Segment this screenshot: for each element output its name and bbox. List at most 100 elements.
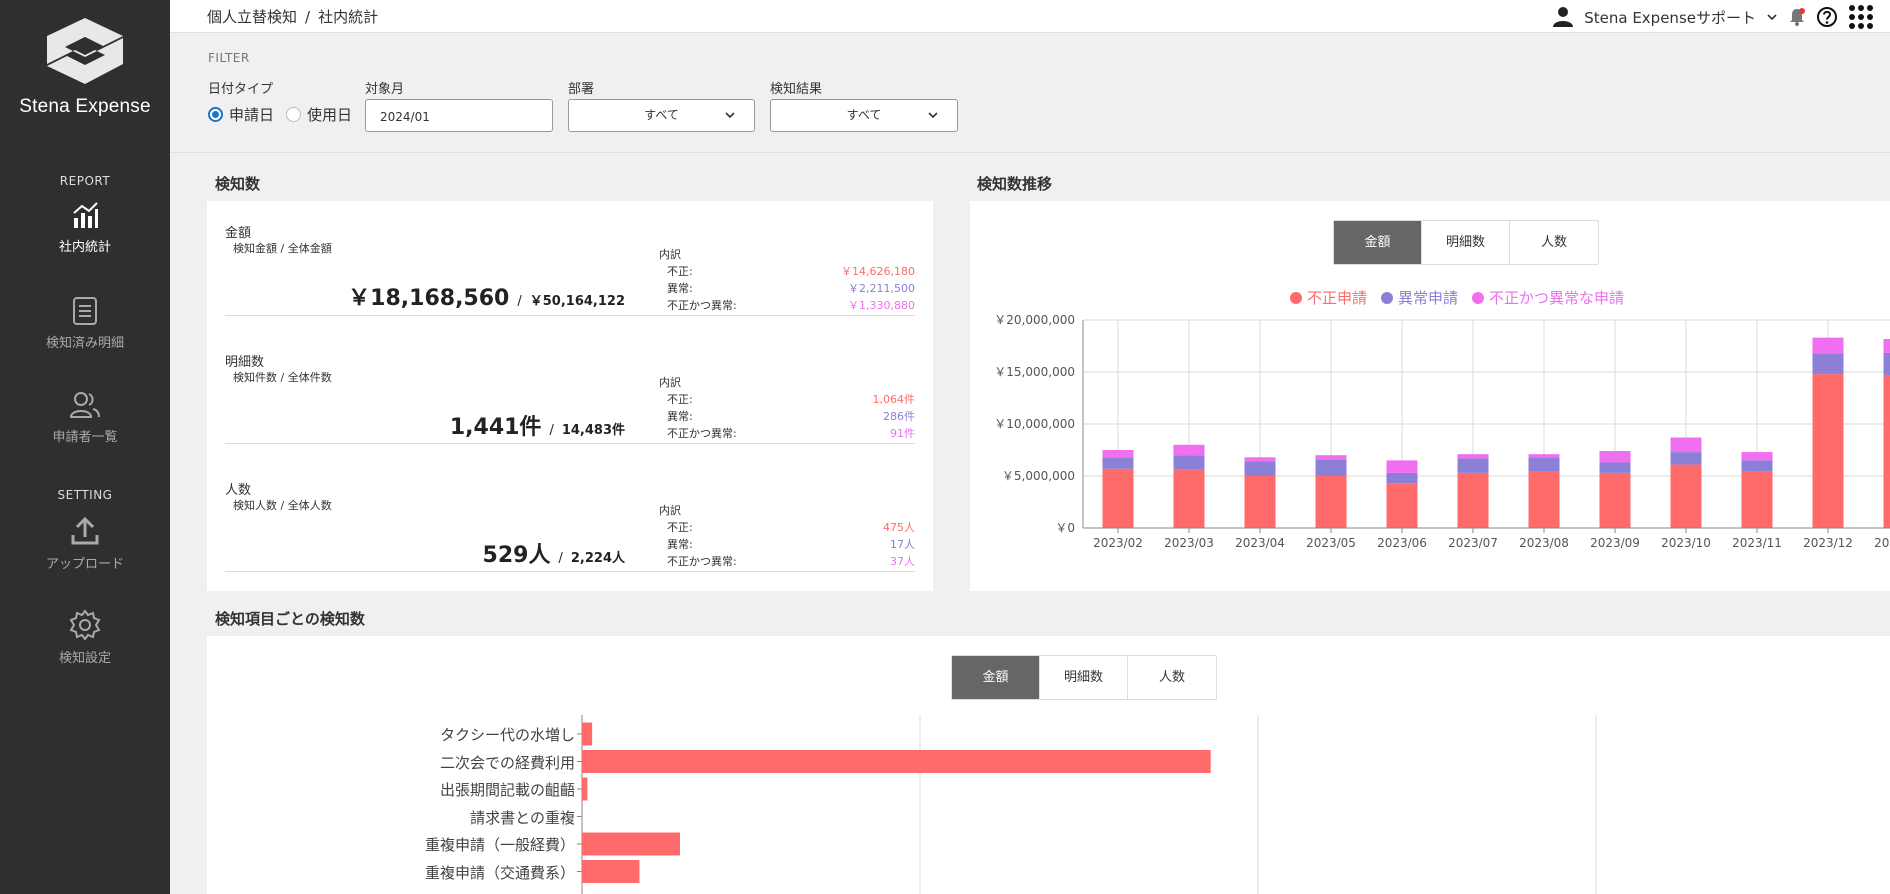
legend-label: 異常申請 xyxy=(1398,289,1459,307)
y-tick-label: ￥0 xyxy=(1055,521,1075,535)
tab-item-count[interactable]: 明細数 xyxy=(1422,221,1510,264)
bar-segment[interactable] xyxy=(1244,476,1276,528)
bar-segment[interactable] xyxy=(1102,457,1134,469)
anomaly-label: 異常: xyxy=(667,410,693,423)
hbar[interactable] xyxy=(582,777,588,801)
users-icon xyxy=(69,392,100,418)
breakdown-label: 内訳 xyxy=(659,248,681,261)
bar-segment[interactable] xyxy=(1741,452,1773,461)
chevron-down-icon[interactable] xyxy=(1766,11,1778,23)
filter-title: FILTER xyxy=(208,51,250,65)
sidebar-item-detection-settings[interactable]: 検知設定 xyxy=(0,609,170,666)
x-tick-label: 2023/03 xyxy=(1164,536,1214,550)
bar-segment[interactable] xyxy=(1741,460,1773,472)
tab-people-count[interactable]: 人数 xyxy=(1540,235,1567,250)
kpi-heading: 人数 xyxy=(225,483,252,498)
legend-item[interactable]: 不正申請 xyxy=(1290,287,1367,308)
radio-application-date[interactable] xyxy=(208,107,223,122)
bar-segment[interactable] xyxy=(1386,483,1418,528)
bar-segment[interactable] xyxy=(1883,339,1890,353)
detection-result-select-value: すべて xyxy=(846,108,882,122)
bar-segment[interactable] xyxy=(1812,353,1844,375)
bar-segment[interactable] xyxy=(1386,460,1418,473)
bar-segment[interactable] xyxy=(1102,450,1134,458)
bar-segment[interactable] xyxy=(1315,455,1347,460)
bar-segment[interactable] xyxy=(1173,469,1205,528)
bar-segment[interactable] xyxy=(1102,468,1134,528)
x-tick-label: 2023/07 xyxy=(1448,536,1498,550)
date-type-label: 日付タイプ xyxy=(208,82,274,97)
breadcrumb-item: 社内統計 xyxy=(318,8,379,26)
user-name[interactable]: Stena Expenseサポート xyxy=(1584,8,1756,27)
hbar[interactable] xyxy=(582,750,1211,773)
detection-result-select[interactable]: すべて xyxy=(770,99,958,132)
department-select[interactable]: すべて xyxy=(568,99,755,132)
sidebar-item-stats[interactable]: 社内統計 xyxy=(0,200,170,255)
fraud-label: 不正: xyxy=(667,393,693,406)
top-bar: 個人立替検知 / 社内統計 Stena Expenseサポート xyxy=(170,0,1890,33)
bar-segment[interactable] xyxy=(1244,457,1276,462)
bar-segment[interactable] xyxy=(1812,337,1844,354)
y-tick-label: ￥15,000,000 xyxy=(994,365,1075,379)
bar-segment[interactable] xyxy=(1812,374,1844,528)
bar-segment[interactable] xyxy=(1599,462,1631,473)
sidebar-item-applicants[interactable]: 申請者一覧 xyxy=(0,390,170,445)
tab-amount[interactable]: 金額 xyxy=(1334,221,1422,264)
hbar[interactable] xyxy=(582,860,640,883)
bar-segment[interactable] xyxy=(1457,458,1489,473)
bar-segment[interactable] xyxy=(1528,471,1560,528)
detected-items: 1,441件 xyxy=(449,415,542,440)
radio-usage-date[interactable] xyxy=(286,107,302,122)
fraud-value: 1,064件 xyxy=(872,393,916,406)
app-logo[interactable]: Stena Expense xyxy=(0,16,170,118)
anomaly-label: 異常: xyxy=(667,282,693,295)
x-tick-label: 2023/10 xyxy=(1661,536,1711,550)
category-label: 二次会での経費利用 xyxy=(439,753,575,772)
sidebar-item-label: アップロード xyxy=(45,557,124,572)
kpi-subheading: 検知人数 / 全体人数 xyxy=(233,499,332,512)
target-month-input[interactable]: 2024/01 xyxy=(365,99,553,132)
bar-segment[interactable] xyxy=(1670,464,1702,528)
trend-chart: ￥0 ￥5,000,000 ￥10,000,000 ￥15,000,000 ￥20,00… xyxy=(994,313,1890,550)
app-grid-icon[interactable] xyxy=(1848,4,1874,30)
hbar[interactable] xyxy=(582,722,593,746)
bar-segment[interactable] xyxy=(1599,451,1631,463)
breadcrumb: 個人立替検知 / 社内統計 xyxy=(207,6,378,27)
bell-icon[interactable] xyxy=(1788,7,1806,27)
bar-segment[interactable] xyxy=(1528,457,1560,472)
bar-segment[interactable] xyxy=(1670,437,1702,453)
bar-segment[interactable] xyxy=(1670,452,1702,465)
bar-segment[interactable] xyxy=(1883,352,1890,376)
trend-tabs: 金額 明細数 人数 xyxy=(1333,220,1599,265)
breakdown-label: 内訳 xyxy=(659,504,681,517)
bar-segment[interactable] xyxy=(1457,454,1489,459)
sidebar-item-upload[interactable]: アップロード xyxy=(0,515,170,572)
sidebar-item-detected-details[interactable]: 検知済み明細 xyxy=(0,296,170,351)
bar-segment[interactable] xyxy=(1599,472,1631,528)
tab-people-count[interactable]: 人数 xyxy=(1158,670,1185,685)
breadcrumb-item[interactable]: 個人立替検知 xyxy=(207,8,298,26)
chevron-down-icon xyxy=(928,112,938,119)
by-item-section-title: 検知項目ごとの検知数 xyxy=(215,610,365,628)
by-item-chart xyxy=(577,715,1597,894)
tab-amount[interactable]: 金額 xyxy=(952,656,1040,699)
bar-segment[interactable] xyxy=(1457,472,1489,528)
bar-segment[interactable] xyxy=(1173,444,1205,456)
legend-item[interactable]: 不正かつ異常な申請 xyxy=(1472,287,1624,308)
bar-segment[interactable] xyxy=(1386,472,1418,484)
bar-segment[interactable] xyxy=(1315,459,1347,476)
kpi-main-value: 529人/2,224人 xyxy=(482,543,625,568)
tab-item-count[interactable]: 明細数 xyxy=(1040,656,1128,699)
legend-item[interactable]: 異常申請 xyxy=(1381,287,1458,308)
bar-segment[interactable] xyxy=(1315,476,1347,528)
bar-segment[interactable] xyxy=(1741,471,1773,528)
category-label: 重複申請（一般経費） xyxy=(424,836,575,854)
bar-segment[interactable] xyxy=(1528,454,1560,458)
help-icon[interactable] xyxy=(1816,6,1838,28)
bar-segment[interactable] xyxy=(1883,375,1890,528)
kpi-amount: 金額 検知金額 / 全体金額 ￥18,168,560/￥50,164,122 内… xyxy=(225,222,915,316)
hbar[interactable] xyxy=(582,832,681,856)
y-tick-label: ￥20,000,000 xyxy=(994,313,1075,327)
bar-segment[interactable] xyxy=(1244,461,1276,476)
bar-segment[interactable] xyxy=(1173,455,1205,470)
